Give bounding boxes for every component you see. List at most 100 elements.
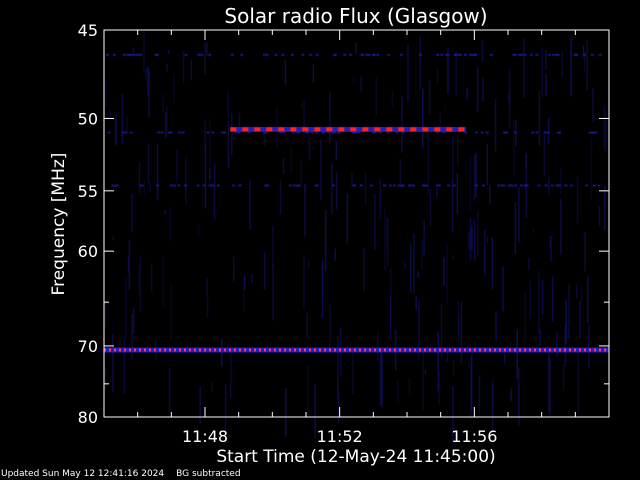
noise-dot: [169, 131, 173, 134]
noise-streak: [545, 49, 547, 70]
noise-streak: [568, 283, 570, 327]
noise-dot: [281, 53, 285, 56]
noise-dot: [425, 184, 429, 187]
noise-streak: [468, 231, 470, 250]
noise-dot: [216, 184, 220, 187]
noise-dot: [128, 53, 132, 56]
noise-streak: [541, 47, 543, 98]
noise-streak: [115, 113, 117, 146]
noise-streak: [502, 266, 504, 312]
noise-streak: [529, 280, 531, 319]
noise-dot: [232, 184, 236, 187]
noise-dot: [357, 131, 361, 134]
noise-streak: [427, 134, 430, 195]
noise-dot: [481, 184, 485, 187]
noise-streak: [334, 248, 336, 261]
noise-streak: [166, 63, 168, 72]
noise-dot: [369, 184, 373, 187]
noise-dot: [550, 184, 554, 187]
noise-streak: [125, 276, 127, 339]
noise-streak: [185, 157, 187, 203]
noise-streak: [539, 329, 541, 346]
noise-streak: [204, 41, 206, 75]
noise-dot: [388, 184, 392, 187]
noise-dot: [263, 53, 266, 56]
noise-streak: [169, 206, 172, 242]
noise-dot: [520, 53, 524, 56]
noise-dot: [288, 184, 292, 187]
noise-dot: [436, 53, 440, 56]
noise-streak: [399, 159, 402, 184]
noise-streak: [451, 180, 454, 232]
noise-dot: [140, 184, 144, 187]
noise-dot: [121, 131, 125, 134]
y-tick-label: 50: [78, 109, 98, 128]
noise-dot: [279, 131, 283, 134]
noise-streak: [123, 337, 126, 394]
noise-streak: [508, 93, 510, 102]
noise-dot: [473, 53, 477, 56]
noise-dot: [582, 53, 586, 56]
noise-streak: [443, 257, 445, 286]
emission-bands: [104, 126, 609, 353]
noise-streak: [166, 105, 168, 136]
noise-streak: [549, 357, 551, 415]
noise-dot: [510, 184, 514, 187]
noise-streak: [460, 301, 463, 364]
noise-dot: [447, 184, 450, 187]
noise-streak: [150, 263, 153, 292]
noise-dot: [507, 184, 511, 187]
noise-dot: [546, 131, 550, 134]
noise-dot: [514, 131, 517, 134]
noise-streak: [418, 301, 420, 359]
noise-streak: [363, 248, 365, 292]
noise-dot: [223, 131, 227, 134]
noise-streak: [375, 77, 377, 117]
noise-streak: [308, 135, 311, 161]
noise-streak: [121, 94, 124, 144]
noise-dot: [263, 131, 266, 134]
noise-streak: [543, 130, 546, 176]
noise-streak: [604, 186, 606, 231]
bg-note: BG subtracted: [176, 469, 241, 479]
noise-streak: [440, 303, 443, 358]
noise-dot: [517, 53, 521, 56]
noise-streak: [592, 87, 594, 123]
noise-streak: [428, 80, 431, 115]
noise-streak: [209, 168, 211, 181]
noise-streak: [164, 210, 166, 215]
noise-dot: [360, 53, 364, 56]
noise-streak: [603, 106, 606, 149]
noise-streak: [561, 51, 563, 77]
noise-dot: [333, 131, 337, 134]
noise-dot: [184, 184, 188, 187]
noise-streak: [380, 346, 382, 406]
noise-streak: [128, 239, 131, 291]
noise-streak: [233, 256, 235, 282]
noise-dot: [265, 53, 269, 56]
noise-streak: [447, 47, 449, 95]
x-axis-label: Start Time (12-May-24 11:45:00): [216, 447, 495, 467]
noise-dot: [167, 131, 171, 134]
noise-dot: [423, 184, 427, 187]
noise-streak: [452, 386, 454, 444]
noise-streak: [481, 40, 484, 63]
noise-streak: [452, 135, 454, 183]
noise-streak: [138, 264, 141, 295]
noise-streak: [335, 172, 338, 209]
noise-streak: [243, 274, 246, 290]
noise-streak: [308, 261, 310, 269]
noise-streak: [583, 57, 586, 73]
noise-dot: [401, 131, 405, 134]
noise-dot: [514, 184, 518, 187]
noise-streak: [446, 243, 448, 304]
noise-streak: [551, 276, 554, 322]
noise-streak: [303, 99, 305, 140]
noise-dot: [544, 184, 548, 187]
noise-dot: [155, 53, 159, 56]
noise-dot: [412, 184, 415, 187]
noise-streak: [386, 217, 389, 267]
noise-streak: [227, 91, 229, 118]
noise-streak: [407, 43, 409, 102]
noise-streak: [391, 90, 394, 107]
